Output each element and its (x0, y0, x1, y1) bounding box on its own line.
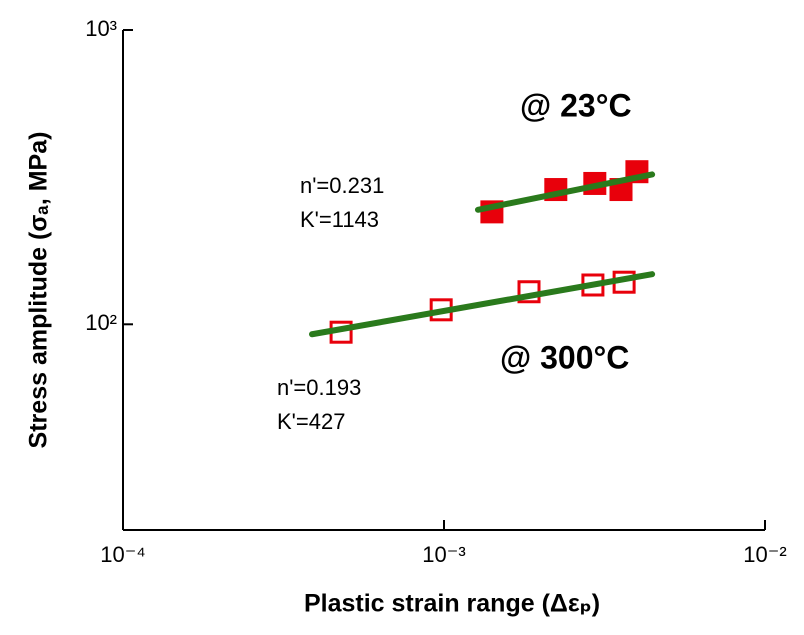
x-axis-label: Plastic strain range (Δεₚ) (304, 590, 600, 618)
annotation: n'=0.193 (277, 375, 361, 400)
y-axis-label: Stress amplitude (σₐ, MPa) (25, 132, 53, 449)
x-tick-label: 10⁻³ (422, 542, 465, 567)
annotation: K'=427 (277, 409, 345, 434)
annotation: n'=0.231 (300, 173, 384, 198)
series-label: @ 300°C (500, 339, 629, 375)
fit-line (474, 171, 656, 213)
y-tick-label: 10³ (85, 16, 117, 41)
x-tick-label: 10⁻⁴ (100, 542, 146, 567)
series-label: @ 23°C (520, 87, 632, 123)
annotation: K'=1143 (300, 207, 379, 232)
x-tick-label: 10⁻² (743, 542, 786, 567)
fit-line (309, 271, 656, 338)
y-tick-label: 10² (85, 310, 117, 335)
